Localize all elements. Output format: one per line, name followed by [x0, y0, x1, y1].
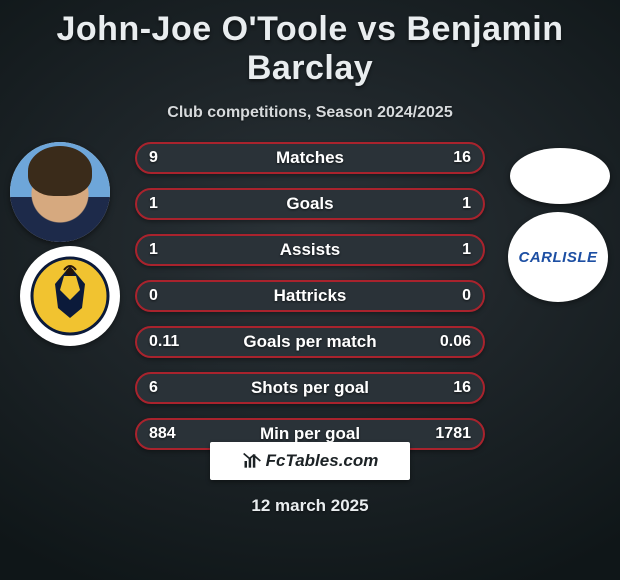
date-text: 12 march 2025 [0, 496, 620, 516]
stat-label: Assists [137, 236, 483, 264]
stat-row: 916Matches [135, 142, 485, 174]
brand-badge: FcTables.com [210, 442, 410, 480]
wimbledon-crest-icon [30, 256, 110, 336]
player2-avatar [510, 148, 610, 204]
stat-row: 11Goals [135, 188, 485, 220]
page-title: John-Joe O'Toole vs Benjamin Barclay [0, 0, 620, 88]
stat-label: Shots per goal [137, 374, 483, 402]
stat-bars-container: 916Matches 11Goals 11Assists 00Hattricks 0.1… [135, 142, 485, 464]
carlisle-wordmark: CARLISLE [508, 212, 608, 302]
stat-row: 0.110.06Goals per match [135, 326, 485, 358]
stat-label: Hattricks [137, 282, 483, 310]
brand-text: FcTables.com [266, 451, 379, 471]
player1-hair [28, 146, 92, 196]
stat-label: Goals [137, 190, 483, 218]
player1-club-crest [20, 246, 120, 346]
player2-club-crest: CARLISLE [508, 212, 608, 302]
stat-label: Goals per match [137, 328, 483, 356]
stat-row: 11Assists [135, 234, 485, 266]
chart-icon [242, 451, 262, 471]
stat-row: 00Hattricks [135, 280, 485, 312]
player1-avatar [10, 142, 110, 242]
page-subtitle: Club competitions, Season 2024/2025 [0, 104, 620, 122]
stat-row: 616Shots per goal [135, 372, 485, 404]
stat-label: Matches [137, 144, 483, 172]
